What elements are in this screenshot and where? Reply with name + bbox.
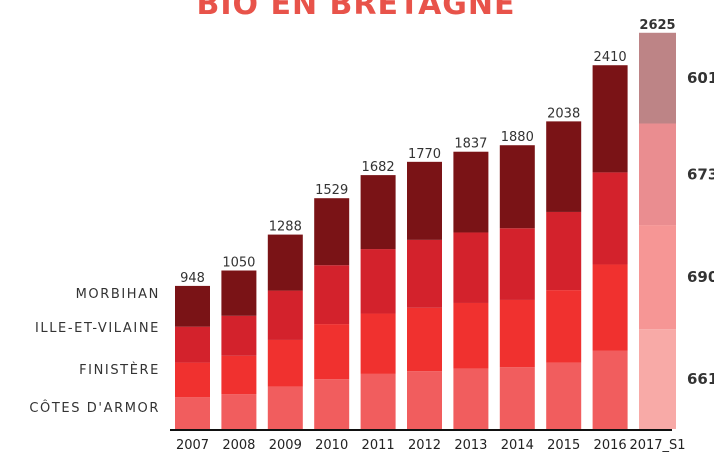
bar-segment-2013-c-tes-d-armor xyxy=(453,368,489,429)
x-tick-label: 2012 xyxy=(408,438,441,453)
legend-label-morbihan: MORBIHAN xyxy=(76,287,160,302)
bar-total-label: 1880 xyxy=(501,130,534,145)
bar-segment-2016-c-tes-d-armor xyxy=(592,350,628,429)
bar-segment-2013-finist-re xyxy=(453,302,489,369)
segment-value-label: 661 xyxy=(687,370,714,388)
bar-segment-2015-ille-et-vilaine xyxy=(546,211,582,291)
bar-segment-2016-ille-et-vilaine xyxy=(592,172,628,265)
legend-label-ille-et-vilaine: ILLE-ET-VILAINE xyxy=(35,321,160,336)
x-tick-label: 2013 xyxy=(454,438,487,453)
bar-segment-2017_S1-ille-et-vilaine xyxy=(639,123,676,226)
bar-segment-2015-finist-re xyxy=(546,290,582,363)
bar-segment-2014-c-tes-d-armor xyxy=(499,367,535,429)
segment-value-label: 690 xyxy=(687,268,714,286)
bar-segment-2011-ille-et-vilaine xyxy=(360,249,396,314)
bar-segment-2012-morbihan xyxy=(407,161,442,240)
legend-label-finistere: FINISTÈRE xyxy=(79,362,160,378)
bar-segment-2008-morbihan xyxy=(221,270,257,316)
x-tick-label: 2009 xyxy=(269,438,302,453)
bar-segment-2011-finist-re xyxy=(360,313,396,374)
bar-segment-2014-morbihan xyxy=(499,145,535,229)
bar-total-label: 1682 xyxy=(362,160,395,175)
bar-total-label: 2410 xyxy=(594,50,627,65)
x-tick-label: 2008 xyxy=(222,438,255,453)
legend-label-cotes-d-armor: CÔTES D'ARMOR xyxy=(29,400,160,416)
bar-segment-2017_S1-c-tes-d-armor xyxy=(639,329,676,429)
bar-total-label: 1529 xyxy=(315,183,348,198)
bar-segment-2007-ille-et-vilaine xyxy=(175,326,210,363)
bar-total-label: 1050 xyxy=(222,256,255,271)
segment-value-label: 601 xyxy=(687,69,714,87)
bar-total-label: 1837 xyxy=(454,137,487,152)
bar-total-label: 948 xyxy=(180,271,205,286)
x-tick-label: 2017_S1 xyxy=(629,438,685,453)
x-tick-label: 2007 xyxy=(176,438,209,453)
bar-segment-2014-finist-re xyxy=(499,299,535,368)
bar-segment-2010-finist-re xyxy=(314,324,350,380)
bar-segment-2009-ille-et-vilaine xyxy=(267,290,303,340)
bar-segment-2010-morbihan xyxy=(314,198,350,266)
bar-segment-2013-ille-et-vilaine xyxy=(453,232,489,303)
bar-segment-2008-ille-et-vilaine xyxy=(221,315,257,356)
bar-segment-2009-c-tes-d-armor xyxy=(267,386,303,429)
bar-segment-2011-morbihan xyxy=(360,175,396,250)
bar-segment-2008-finist-re xyxy=(221,355,257,395)
bar-segment-2017_S1-finist-re xyxy=(639,225,676,330)
bar-segment-2007-c-tes-d-armor xyxy=(175,397,210,429)
bar-segment-2010-ille-et-vilaine xyxy=(314,265,350,325)
segment-value-label: 673 xyxy=(687,165,714,183)
bar-segment-2011-c-tes-d-armor xyxy=(360,373,396,429)
bar-segment-2012-finist-re xyxy=(407,307,442,372)
x-tick-label: 2011 xyxy=(362,438,395,453)
bar-total-label: 1770 xyxy=(408,147,441,162)
bar-segment-2007-finist-re xyxy=(175,362,210,398)
bar-segment-2017_S1-morbihan xyxy=(639,32,676,124)
chart-title: BIO EN BRETAGNE xyxy=(196,0,515,22)
bar-total-label: 2038 xyxy=(547,106,580,121)
x-tick-label: 2010 xyxy=(315,438,348,453)
bar-segment-2009-morbihan xyxy=(267,234,303,291)
bar-segment-2016-morbihan xyxy=(592,65,628,173)
x-tick-label: 2015 xyxy=(547,438,580,453)
bar-segment-2015-c-tes-d-armor xyxy=(546,362,582,429)
x-tick-label: 2016 xyxy=(594,438,627,453)
bar-segment-2016-finist-re xyxy=(592,264,628,351)
bar-segment-2012-c-tes-d-armor xyxy=(407,371,442,429)
bar-total-label: 2625 xyxy=(639,18,675,33)
bar-segment-2007-morbihan xyxy=(175,285,210,327)
x-tick-label: 2014 xyxy=(501,438,534,453)
bar-total-label: 1288 xyxy=(269,220,302,235)
bar-segment-2014-ille-et-vilaine xyxy=(499,228,535,300)
bar-segment-2012-ille-et-vilaine xyxy=(407,239,442,308)
bar-segment-2008-c-tes-d-armor xyxy=(221,394,257,429)
bar-segment-2015-morbihan xyxy=(546,121,582,212)
bar-segment-2013-morbihan xyxy=(453,151,489,233)
bar-segment-2010-c-tes-d-armor xyxy=(314,379,350,429)
bar-segment-2009-finist-re xyxy=(267,339,303,387)
